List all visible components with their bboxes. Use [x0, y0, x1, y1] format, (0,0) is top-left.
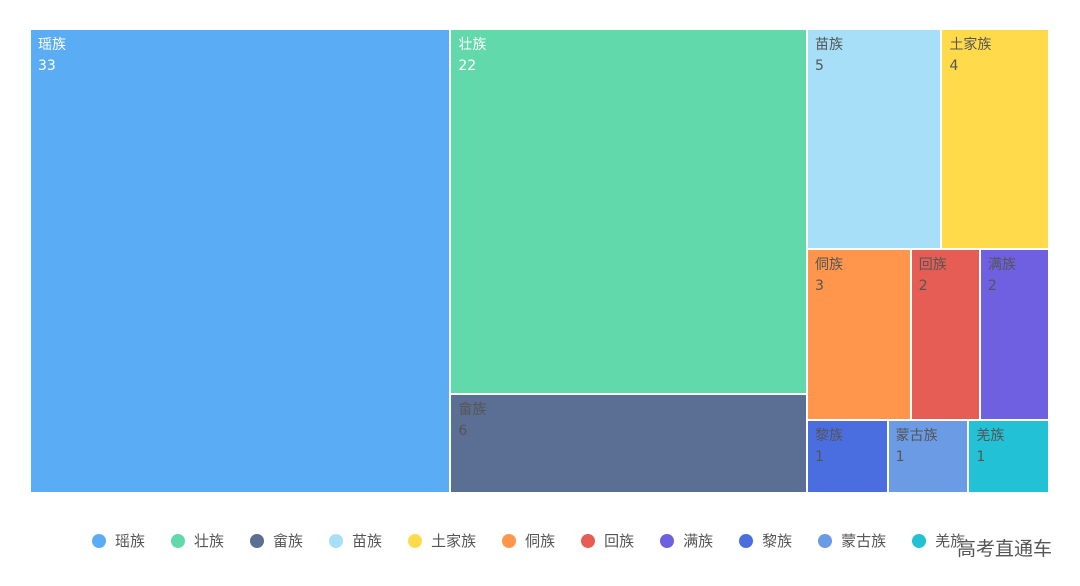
tile-value: 6 [458, 422, 468, 439]
legend-marker-icon [408, 533, 423, 548]
legend-item[interactable]: 黎族 [739, 530, 792, 551]
legend-item[interactable]: 满族 [660, 530, 713, 551]
tile-value: 2 [918, 277, 928, 294]
legend-label: 壮族 [194, 532, 225, 550]
legend-label: 羌族 [935, 532, 966, 550]
legend-marker-icon [502, 533, 517, 548]
tile-label: 苗族 [814, 37, 843, 53]
tile-label: 黎族 [814, 427, 843, 444]
tile-label: 畲族 [458, 401, 487, 418]
legend-marker-icon [250, 533, 265, 548]
legend-item[interactable]: 土家族 [408, 530, 476, 551]
legend-label: 苗族 [352, 532, 383, 550]
tile-value: 3 [814, 277, 824, 294]
tile-label: 回族 [918, 256, 947, 273]
treemap-tile: 畲族 6 [450, 393, 807, 493]
tile-value: 2 [987, 277, 997, 294]
legend-marker-icon [912, 533, 927, 548]
legend-label: 土家族 [431, 532, 477, 550]
treemap-tile: 苗族 5 [806, 29, 942, 249]
treemap-chart: 瑶族 33 壮族 22 畲族 6 苗族 5 土家族 4 侗族 3 回族 2 满族 2 黎族 1 蒙古族 1 羌族 1 [30, 29, 1049, 493]
chart-legend: 瑶族 壮族 畲族 苗族 土家族 侗族 回族 满族 黎族 蒙古族 羌族 [92, 530, 965, 551]
watermark: 高考直通车 [956, 538, 1052, 560]
tile-value: 1 [976, 448, 986, 465]
tile-label: 蒙古族 [895, 427, 938, 444]
legend-label: 瑶族 [115, 532, 146, 550]
tile-label: 满族 [987, 256, 1016, 273]
tile-value: 5 [814, 58, 824, 74]
tile-value: 1 [814, 448, 824, 465]
legend-label: 蒙古族 [841, 532, 887, 550]
legend-item[interactable]: 畲族 [250, 530, 303, 551]
treemap-tile: 满族 2 [979, 248, 1049, 420]
treemap-tile: 回族 2 [910, 248, 980, 420]
treemap-tile: 羌族 1 [968, 419, 1049, 493]
legend-marker-icon [818, 533, 833, 548]
tile-label: 瑶族 [38, 37, 66, 53]
legend-item[interactable]: 回族 [581, 530, 634, 551]
legend-label: 黎族 [762, 532, 793, 550]
legend-item[interactable]: 苗族 [329, 530, 382, 551]
legend-item[interactable]: 蒙古族 [818, 530, 886, 551]
legend-item[interactable]: 壮族 [171, 530, 224, 551]
tile-value: 33 [38, 58, 56, 74]
tile-value: 4 [949, 58, 959, 74]
treemap-tile: 蒙古族 1 [887, 419, 969, 493]
legend-marker-icon [581, 533, 596, 548]
legend-marker-icon [92, 533, 106, 548]
tile-label: 土家族 [949, 37, 992, 53]
legend-label: 回族 [604, 532, 635, 550]
treemap-tile: 土家族 4 [941, 29, 1049, 249]
tile-label: 壮族 [458, 37, 487, 53]
tile-value: 1 [895, 448, 905, 465]
tile-value: 22 [458, 58, 477, 74]
legend-item[interactable]: 瑶族 [92, 530, 145, 551]
legend-label: 畲族 [273, 532, 304, 550]
legend-item[interactable]: 羌族 [912, 530, 965, 551]
legend-label: 满族 [683, 532, 714, 550]
tile-label: 侗族 [814, 256, 843, 273]
treemap-tile: 黎族 1 [806, 419, 888, 493]
tile-label: 羌族 [976, 427, 1005, 444]
treemap-tile: 瑶族 33 [30, 29, 451, 493]
legend-marker-icon [739, 533, 754, 548]
legend-marker-icon [660, 533, 675, 548]
legend-label: 侗族 [525, 532, 556, 550]
treemap-tile: 侗族 3 [806, 248, 911, 420]
legend-marker-icon [171, 533, 186, 548]
legend-marker-icon [329, 533, 344, 548]
legend-item[interactable]: 侗族 [502, 530, 555, 551]
treemap-tile: 壮族 22 [450, 29, 807, 394]
